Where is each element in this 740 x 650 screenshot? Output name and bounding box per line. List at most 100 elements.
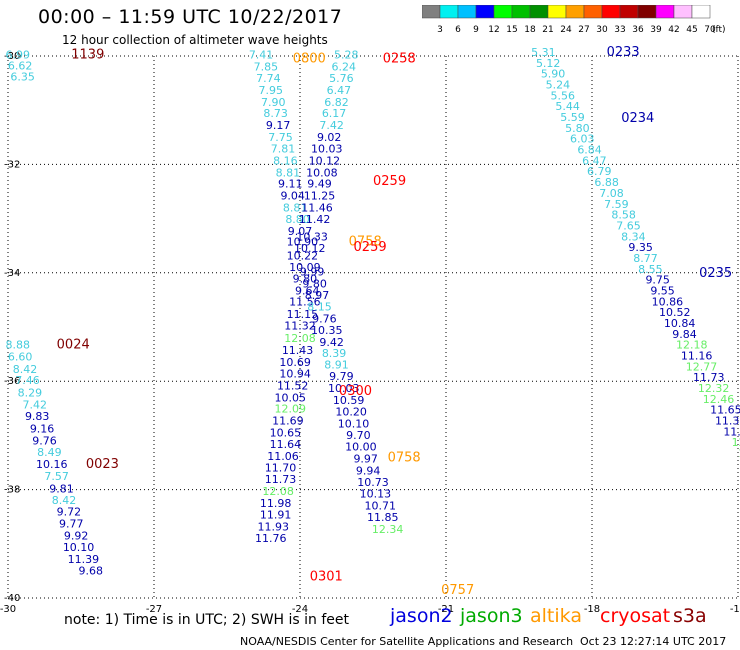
wave-height-value: 6.84 bbox=[577, 144, 602, 157]
wave-height-value: 9.70 bbox=[346, 429, 371, 442]
wave-height-value: 12.46 bbox=[703, 393, 735, 406]
wave-height-value: 11.85 bbox=[367, 511, 399, 524]
wave-height-value: 10.65 bbox=[270, 426, 302, 439]
footnote: note: 1) Time is in UTC; 2) SWH is in fe… bbox=[64, 612, 350, 628]
wave-height-value: 9.94 bbox=[356, 464, 381, 477]
wave-height-value: 10.08 bbox=[306, 166, 338, 179]
latitude-tick-label: -40 bbox=[4, 593, 20, 604]
wave-height-value: 7.42 bbox=[23, 398, 48, 411]
wave-height-value: 9.11 bbox=[278, 178, 303, 191]
wave-height-value: 9.04 bbox=[280, 190, 305, 203]
wave-height-value: 7.46 bbox=[15, 374, 40, 387]
wave-height-value: 12.08 bbox=[262, 485, 294, 498]
wave-height-value: 9.81 bbox=[49, 482, 74, 495]
wave-height-value: 7.74 bbox=[256, 72, 281, 85]
wave-height-value: 5.80 bbox=[565, 122, 590, 135]
pass-time-label: 1139 bbox=[71, 48, 104, 63]
credit-line: NOAA/NESDIS Center for Satellite Applica… bbox=[240, 635, 574, 648]
wave-height-value: 9.83 bbox=[25, 410, 50, 423]
wave-height-value: 9.16 bbox=[30, 423, 55, 436]
wave-height-value: 10.10 bbox=[338, 417, 370, 430]
color-tick-label: 36 bbox=[632, 25, 644, 35]
wave-height-value: 9.80 bbox=[302, 277, 327, 290]
wave-height-value: 7.57 bbox=[44, 470, 69, 483]
latitude-tick-label: -36 bbox=[4, 376, 20, 387]
pass-time-label: 0233 bbox=[607, 45, 640, 60]
wave-height-value: 8.49 bbox=[37, 446, 62, 459]
longitude-tick-label: -15 bbox=[730, 604, 740, 615]
wave-height-value: 10.16 bbox=[36, 458, 68, 471]
wave-height-value: 10.84 bbox=[664, 317, 696, 330]
wave-height-value: 11.98 bbox=[260, 497, 292, 510]
legend-s3a: s3a bbox=[673, 605, 707, 627]
wave-height-value: 9.49 bbox=[307, 178, 332, 191]
wave-height-value: 11.39 bbox=[68, 553, 100, 566]
wave-height-value: 11.43 bbox=[282, 344, 314, 357]
wave-height-value: 10.05 bbox=[275, 391, 307, 404]
wave-height-value: 10.20 bbox=[335, 405, 367, 418]
wave-height-value: 9.97 bbox=[353, 453, 378, 466]
wave-height-value: 6.79 bbox=[587, 165, 612, 178]
wave-height-value: 6.47 bbox=[327, 84, 352, 97]
wave-height-value: 11.73 bbox=[693, 371, 725, 384]
wave-height-value: 9.77 bbox=[59, 518, 84, 531]
wave-height-value: 6.62 bbox=[8, 60, 33, 73]
wave-height-value: 9.64 bbox=[295, 284, 320, 297]
wave-height-value: 6.24 bbox=[332, 61, 357, 74]
wave-height-value: 11.15 bbox=[287, 308, 319, 321]
wave-height-value: 8.42 bbox=[13, 363, 38, 376]
pass-time-label: 0758 bbox=[388, 450, 421, 465]
page-subtitle: 12 hour collection of altimeter wave hei… bbox=[62, 33, 328, 47]
wave-height-value: 6.88 bbox=[594, 176, 619, 189]
legend-cryosat: cryosat bbox=[600, 605, 671, 627]
wave-height-value: 10.09 bbox=[289, 261, 321, 274]
wave-height-value: 9.76 bbox=[312, 313, 337, 326]
wave-height-value: 8.77 bbox=[633, 252, 658, 265]
wave-height-value: 8.88 bbox=[5, 339, 30, 352]
wave-height-value: 9.55 bbox=[650, 284, 675, 297]
wave-height-value: 10.35 bbox=[311, 324, 343, 337]
wave-height-value: 11.7 bbox=[723, 425, 740, 438]
color-tick-label: 9 bbox=[473, 25, 479, 35]
wave-height-value: 10.10 bbox=[63, 541, 95, 554]
wave-height-value: 8.16 bbox=[273, 154, 298, 167]
wave-height-value: 9.68 bbox=[78, 565, 103, 578]
wave-height-value: 6.47 bbox=[582, 154, 607, 167]
longitude-tick-label: -27 bbox=[146, 604, 162, 615]
wave-height-value: 6.35 bbox=[10, 70, 35, 83]
wave-height-value: 10.33 bbox=[296, 230, 328, 243]
pass-time-label: 0024 bbox=[57, 338, 90, 353]
wave-height-value: 11.64 bbox=[270, 438, 302, 451]
wave-height-value: 10.22 bbox=[287, 249, 319, 262]
color-tick-label: 45 bbox=[686, 25, 697, 35]
pass-time-label: 0258 bbox=[383, 52, 416, 67]
legend-jason3: jason3 bbox=[460, 605, 523, 627]
color-tick-label: 12 bbox=[488, 25, 499, 35]
legend-jason2: jason2 bbox=[390, 605, 453, 627]
wave-height-value: 9.75 bbox=[645, 274, 670, 287]
color-tick-label: 70 bbox=[704, 25, 716, 35]
wave-height-value: 10.13 bbox=[360, 488, 392, 501]
wave-height-value: 7.42 bbox=[319, 119, 344, 132]
wave-height-value: 9.80 bbox=[293, 273, 318, 286]
wave-height-value: 12.08 bbox=[284, 332, 316, 345]
color-tick-label: 30 bbox=[596, 25, 608, 35]
color-tick-label: 6 bbox=[455, 25, 461, 35]
wave-height-value: 9.35 bbox=[628, 241, 653, 254]
wave-height-value: 11.56 bbox=[289, 295, 321, 308]
wave-height-value: 12.18 bbox=[676, 339, 708, 352]
wave-height-value: 10.94 bbox=[279, 367, 311, 380]
wave-height-value: 5.24 bbox=[546, 79, 571, 92]
wave-height-value: 9.99 bbox=[300, 266, 325, 279]
wave-height-value: 11.52 bbox=[277, 379, 309, 392]
generated-timestamp: Oct 23 12:27:14 UTC 2017 bbox=[580, 635, 727, 648]
wave-height-value: 8.58 bbox=[611, 209, 636, 222]
wave-height-value: 11.16 bbox=[681, 350, 713, 363]
wave-height-value: 5.28 bbox=[334, 49, 359, 62]
color-swatch bbox=[691, 5, 711, 19]
wave-height-value: 8.80 bbox=[285, 213, 310, 226]
pass-time-label: 0259 bbox=[373, 174, 406, 189]
wave-height-value: 9.42 bbox=[319, 336, 344, 349]
wave-height-value: 11.06 bbox=[267, 450, 299, 463]
wave-height-value: 6.03 bbox=[570, 133, 595, 146]
